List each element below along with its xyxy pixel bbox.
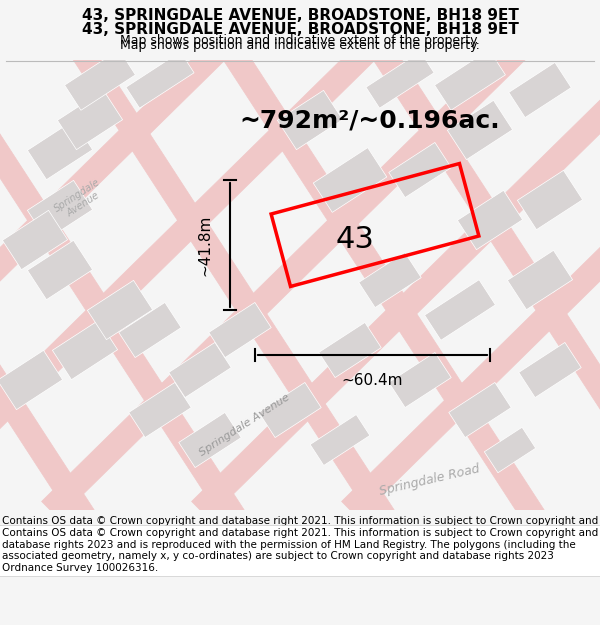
Text: ~792m²/~0.196ac.: ~792m²/~0.196ac. <box>239 108 500 132</box>
Text: ~41.8m: ~41.8m <box>197 214 212 276</box>
Polygon shape <box>191 0 600 519</box>
Polygon shape <box>457 191 523 249</box>
Polygon shape <box>313 148 387 213</box>
Polygon shape <box>88 281 152 339</box>
Polygon shape <box>0 0 508 519</box>
Polygon shape <box>259 382 321 438</box>
Polygon shape <box>508 251 572 309</box>
Text: Map shows position and indicative extent of the property.: Map shows position and indicative extent… <box>120 34 480 48</box>
Polygon shape <box>277 91 343 149</box>
Polygon shape <box>434 50 505 110</box>
Text: 43, SPRINGDALE AVENUE, BROADSTONE, BH18 9ET: 43, SPRINGDALE AVENUE, BROADSTONE, BH18 … <box>82 22 518 37</box>
Polygon shape <box>389 142 451 198</box>
Text: Contains OS data © Crown copyright and database right 2021. This information is : Contains OS data © Crown copyright and d… <box>2 516 598 561</box>
Polygon shape <box>58 91 122 149</box>
Text: Contains OS data © Crown copyright and database right 2021. This information is : Contains OS data © Crown copyright and d… <box>2 528 598 573</box>
Polygon shape <box>517 171 583 229</box>
Polygon shape <box>179 412 241 468</box>
Polygon shape <box>389 352 451 408</box>
Polygon shape <box>119 302 181 358</box>
Polygon shape <box>2 211 68 269</box>
Polygon shape <box>129 382 191 438</box>
Polygon shape <box>319 322 381 378</box>
Polygon shape <box>145 0 600 625</box>
Polygon shape <box>28 241 92 299</box>
Polygon shape <box>359 253 421 308</box>
Polygon shape <box>509 62 571 118</box>
Polygon shape <box>341 0 600 519</box>
Polygon shape <box>169 342 231 398</box>
Polygon shape <box>52 321 118 379</box>
Polygon shape <box>366 52 434 108</box>
Text: Springdale Road: Springdale Road <box>379 462 481 498</box>
Text: ~60.4m: ~60.4m <box>342 373 403 388</box>
Polygon shape <box>0 0 55 625</box>
Polygon shape <box>0 0 505 625</box>
Polygon shape <box>295 0 600 625</box>
Polygon shape <box>425 280 496 340</box>
Polygon shape <box>448 101 512 159</box>
Polygon shape <box>519 342 581 398</box>
Text: 43, SPRINGDALE AVENUE, BROADSTONE, BH18 9ET: 43, SPRINGDALE AVENUE, BROADSTONE, BH18 … <box>82 8 518 22</box>
Text: Springdale
Avenue: Springdale Avenue <box>52 177 108 223</box>
Polygon shape <box>126 52 194 108</box>
Polygon shape <box>0 0 205 625</box>
Text: Map shows position and indicative extent of the property.: Map shows position and indicative extent… <box>120 39 480 51</box>
Text: Springdale Avenue: Springdale Avenue <box>198 392 292 458</box>
Polygon shape <box>65 50 136 110</box>
Polygon shape <box>484 428 536 472</box>
Polygon shape <box>0 0 355 625</box>
Text: 43: 43 <box>335 226 374 254</box>
Polygon shape <box>41 0 600 519</box>
Polygon shape <box>449 382 511 438</box>
Polygon shape <box>310 414 370 466</box>
Polygon shape <box>28 121 92 179</box>
Polygon shape <box>28 181 92 239</box>
Polygon shape <box>0 351 62 409</box>
Polygon shape <box>0 0 358 519</box>
Polygon shape <box>209 302 271 358</box>
